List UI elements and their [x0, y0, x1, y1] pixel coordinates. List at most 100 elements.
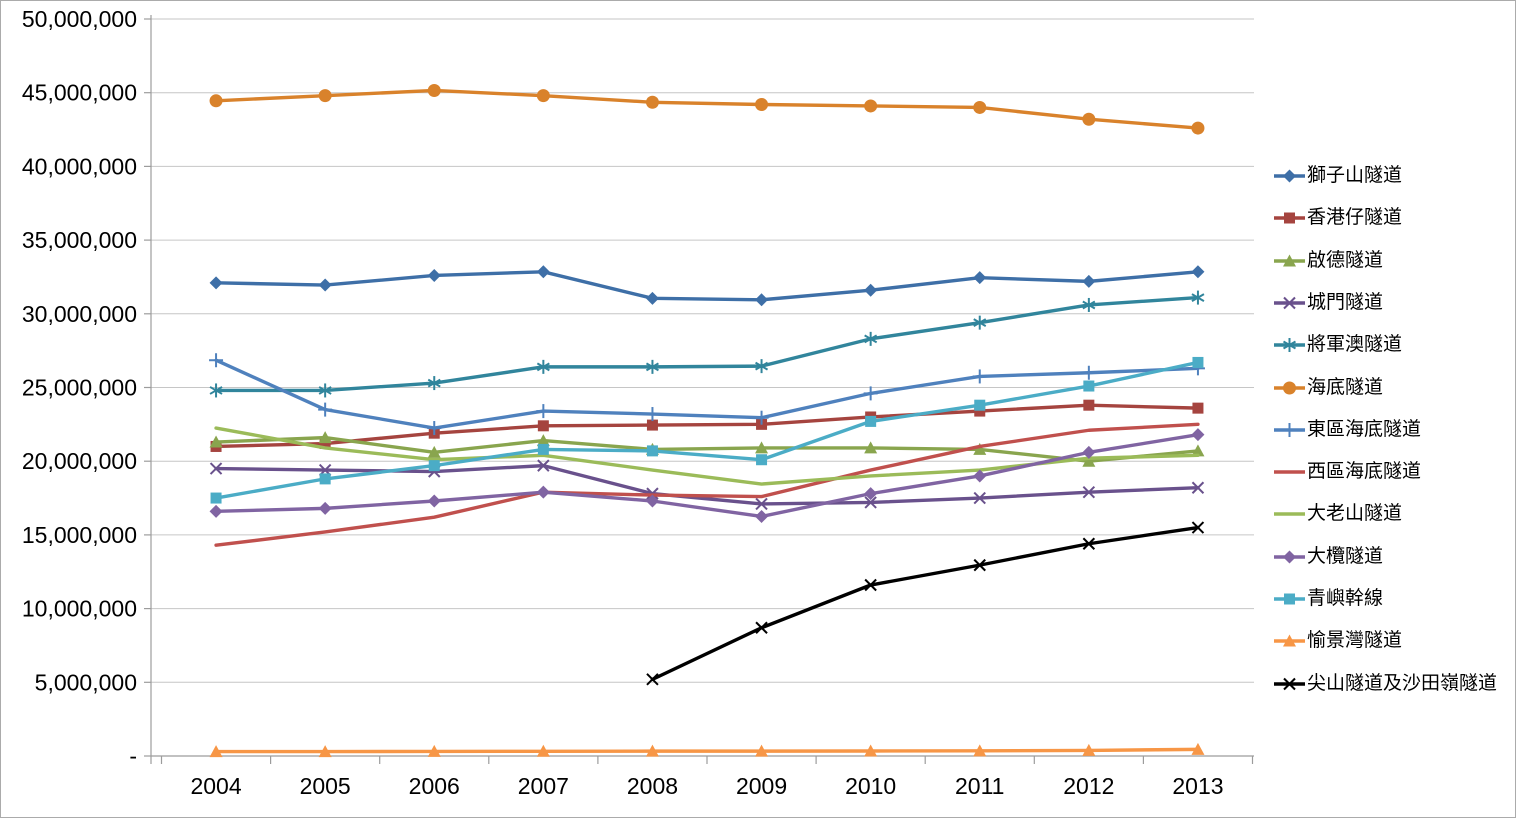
- legend-label: 啟德隧道: [1307, 249, 1384, 271]
- legend-label: 獅子山隧道: [1307, 165, 1403, 186]
- data-point-marker: [1082, 743, 1096, 756]
- legend-key-square-icon: [1274, 212, 1305, 224]
- data-point-marker: [865, 415, 877, 427]
- y-axis-label: 40,000,000: [22, 153, 137, 179]
- data-point-marker: [537, 459, 550, 472]
- legend-label: 大欖隧道: [1307, 545, 1384, 567]
- series-啟德隧道: [209, 431, 1205, 467]
- series-line: [214, 88, 1200, 130]
- series-line: [214, 432, 1200, 519]
- data-point-marker: [1283, 634, 1296, 647]
- legend-label: 東區海底隧道: [1307, 418, 1422, 440]
- y-axis-label: 45,000,000: [22, 80, 137, 106]
- data-point-marker: [974, 405, 986, 417]
- data-point-marker: [1192, 356, 1204, 368]
- data-point-marker: [209, 386, 223, 395]
- data-point-marker: [1191, 121, 1205, 135]
- data-point-marker: [209, 462, 223, 475]
- data-point-marker: [1191, 481, 1205, 494]
- series-line: [214, 403, 1200, 449]
- data-point-marker: [1191, 265, 1205, 279]
- data-point-marker: [864, 578, 877, 592]
- data-point-marker: [1283, 550, 1296, 564]
- data-point-marker: [1082, 537, 1096, 550]
- legend-key-asterisk-icon: [1274, 338, 1305, 353]
- data-point-marker: [209, 276, 223, 290]
- data-point-marker: [864, 744, 878, 757]
- data-point-marker: [864, 283, 878, 297]
- data-point-marker: [645, 494, 659, 508]
- legend-key-plus-icon: [1274, 422, 1305, 437]
- data-point-marker: [1083, 380, 1095, 392]
- y-axis-label: -: [129, 743, 137, 769]
- y-axis-label: 10,000,000: [22, 596, 137, 622]
- data-point-marker: [427, 445, 441, 458]
- data-point-marker: [755, 361, 769, 371]
- data-point-marker: [1082, 274, 1096, 288]
- data-point-marker: [209, 504, 223, 518]
- data-point-marker: [209, 435, 223, 448]
- data-point-marker: [755, 97, 769, 111]
- data-point-marker: [1283, 381, 1296, 394]
- legend-key-triangle-icon: [1274, 254, 1305, 267]
- legend-label: 海底隧道: [1307, 376, 1384, 398]
- legend-item-大欖隧道: 大欖隧道: [1273, 545, 1383, 569]
- data-point-marker: [973, 318, 987, 328]
- x-axis-label: 2013: [1172, 773, 1223, 799]
- data-point-marker: [756, 454, 768, 466]
- data-point-marker: [646, 673, 659, 686]
- data-point-marker: [1083, 399, 1095, 411]
- y-axis-label: 5,000,000: [35, 669, 137, 695]
- data-point-marker: [1283, 254, 1296, 267]
- data-point-marker: [973, 271, 987, 285]
- data-point-marker: [427, 378, 441, 388]
- legend-item-愉景灣隧道: 愉景灣隧道: [1273, 629, 1402, 653]
- y-axis-label: 15,000,000: [22, 522, 137, 548]
- data-point-marker: [1192, 402, 1204, 414]
- legend-label: 香港仔隧道: [1307, 207, 1403, 229]
- legend-item-西區海底隧道: 西區海底隧道: [1273, 460, 1421, 484]
- data-point-marker: [1282, 340, 1297, 350]
- legend-label: 大老山隧道: [1307, 503, 1403, 525]
- data-point-marker: [1082, 454, 1096, 467]
- data-point-marker: [427, 494, 441, 508]
- legend-key-none-icon: [1274, 512, 1305, 517]
- data-point-marker: [646, 419, 658, 431]
- legend-key-square-icon: [1274, 593, 1305, 605]
- legend-key-triangle-icon: [1274, 634, 1305, 647]
- series-海底隧道: [209, 83, 1205, 135]
- data-point-marker: [1191, 293, 1205, 302]
- data-point-marker: [209, 94, 223, 108]
- data-point-marker: [536, 89, 550, 103]
- legend-item-青嶼幹線: 青嶼幹線: [1273, 587, 1383, 611]
- x-axis-label: 2012: [1063, 773, 1114, 799]
- legend-label: 城門隧道: [1307, 291, 1384, 313]
- data-point-marker: [1283, 677, 1296, 690]
- series-line: [214, 435, 1200, 463]
- data-point-marker: [1191, 444, 1205, 457]
- legend-item-將軍澳隧道: 將軍澳隧道: [1273, 333, 1402, 357]
- legend-key-circle-icon: [1274, 381, 1305, 394]
- data-point-marker: [1191, 742, 1205, 755]
- data-point-marker: [1082, 300, 1096, 310]
- x-axis-label: 2006: [409, 773, 460, 799]
- data-point-marker: [318, 89, 332, 103]
- data-point-marker: [318, 431, 332, 444]
- series-line: [214, 358, 1200, 430]
- data-point-marker: [755, 497, 768, 511]
- x-axis-label: 2007: [518, 773, 569, 799]
- legend-key-diamond-icon: [1274, 550, 1305, 564]
- series-西區海底隧道: [214, 422, 1200, 547]
- y-axis-label: 30,000,000: [22, 301, 137, 327]
- data-point-marker: [1082, 445, 1096, 459]
- legend-label: 青嶼幹線: [1307, 588, 1384, 609]
- data-point-marker: [864, 496, 877, 509]
- legend-item-獅子山隧道: 獅子山隧道: [1273, 164, 1402, 188]
- data-point-marker: [537, 420, 549, 432]
- data-point-marker: [1082, 112, 1096, 126]
- data-point-marker: [645, 291, 659, 305]
- x-axis-label: 2010: [845, 773, 896, 799]
- series-line: [214, 463, 1200, 506]
- legend-item-大老山隧道: 大老山隧道: [1273, 502, 1402, 526]
- series-獅子山隧道: [209, 265, 1205, 307]
